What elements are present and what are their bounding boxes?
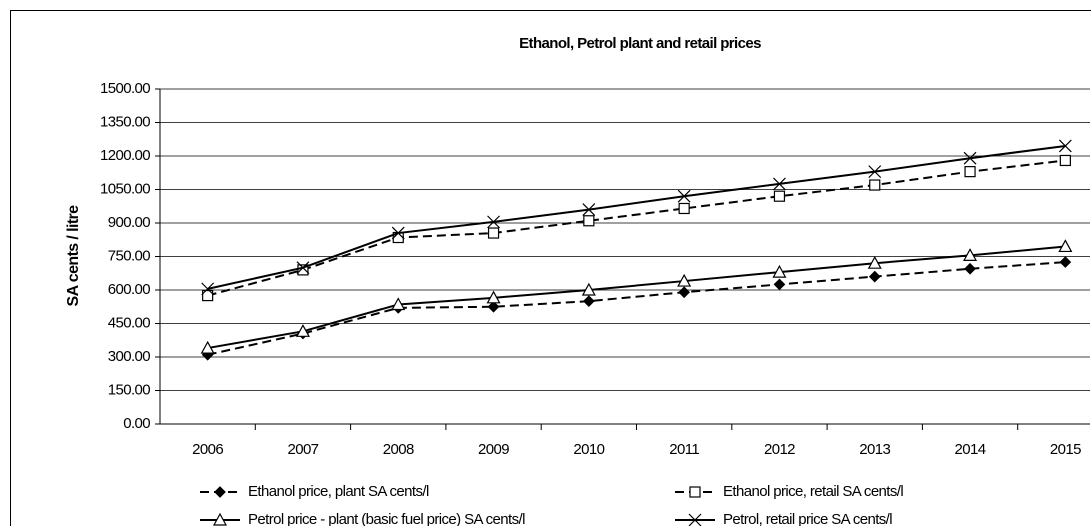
marker [487, 215, 500, 229]
y-tick-label: 150.00 [108, 381, 151, 398]
marker [963, 151, 977, 165]
marker [964, 262, 976, 275]
marker [583, 295, 595, 308]
legend-marker [212, 512, 228, 526]
marker [391, 226, 405, 240]
marker [869, 179, 881, 191]
marker [296, 261, 310, 275]
y-tick-label: 0.00 [123, 415, 150, 432]
y-tick-label: 1350.00 [100, 113, 150, 130]
marker [1059, 256, 1072, 268]
y-tick-label: 1200.00 [100, 147, 150, 164]
marker [1058, 139, 1072, 153]
y-tick-label: 1050.00 [100, 180, 150, 197]
marker [867, 255, 882, 269]
legend-marker [214, 486, 226, 498]
y-tick-label: 1500.00 [100, 80, 150, 97]
marker [201, 282, 215, 296]
series-line [207, 261, 1066, 356]
chart-title: Ethanol, Petrol plant and retail prices [519, 35, 761, 52]
legend-marker [688, 513, 702, 526]
marker [773, 177, 786, 191]
x-tick-label: 2008 [383, 441, 414, 458]
x-tick-label: 2007 [287, 441, 318, 458]
series-line [207, 245, 1066, 350]
x-tick-label: 2013 [859, 441, 890, 458]
marker [677, 189, 691, 203]
y-tick-label: 750.00 [108, 247, 151, 264]
legend-label: Ethanol price, retail SA cents/l [723, 483, 903, 500]
marker [868, 270, 881, 283]
marker [583, 215, 595, 227]
marker [773, 278, 786, 291]
marker [391, 297, 406, 311]
marker [582, 203, 596, 217]
marker [963, 248, 978, 261]
x-tick-label: 2006 [192, 441, 223, 458]
marker [868, 165, 882, 179]
legend-label: Petrol price - plant (basic fuel price) … [248, 511, 525, 526]
marker [773, 190, 786, 202]
marker [200, 340, 215, 354]
y-tick-label: 600.00 [108, 281, 151, 298]
y-axis-label: SA cents / litre [65, 205, 82, 307]
y-tick-label: 900.00 [108, 214, 151, 231]
x-tick-label: 2012 [764, 441, 795, 458]
marker [487, 227, 500, 239]
marker [677, 273, 692, 287]
series-line [207, 159, 1066, 297]
x-tick-label: 2015 [1050, 441, 1081, 458]
y-tick-label: 450.00 [108, 314, 151, 331]
y-tick-label: 300.00 [108, 348, 151, 365]
marker [678, 286, 690, 299]
marker [1059, 154, 1071, 167]
marker [678, 202, 690, 215]
x-tick-label: 2014 [955, 441, 986, 458]
chart-border [10, 10, 1091, 526]
legend-label: Petrol, retail price SA cents/l [723, 511, 892, 526]
legend-label: Ethanol price, plant SA cents/l [248, 483, 429, 500]
legend-marker [689, 486, 701, 498]
marker [486, 290, 501, 304]
marker [487, 300, 500, 313]
marker [581, 282, 596, 296]
marker [297, 264, 309, 276]
x-tick-label: 2011 [669, 441, 699, 458]
marker [295, 324, 310, 337]
x-tick-label: 2009 [478, 441, 509, 458]
series-line [207, 144, 1066, 290]
marker [202, 289, 214, 302]
marker [1058, 239, 1073, 253]
marker [964, 166, 976, 178]
x-tick-label: 2010 [573, 441, 604, 458]
marker [772, 264, 787, 278]
